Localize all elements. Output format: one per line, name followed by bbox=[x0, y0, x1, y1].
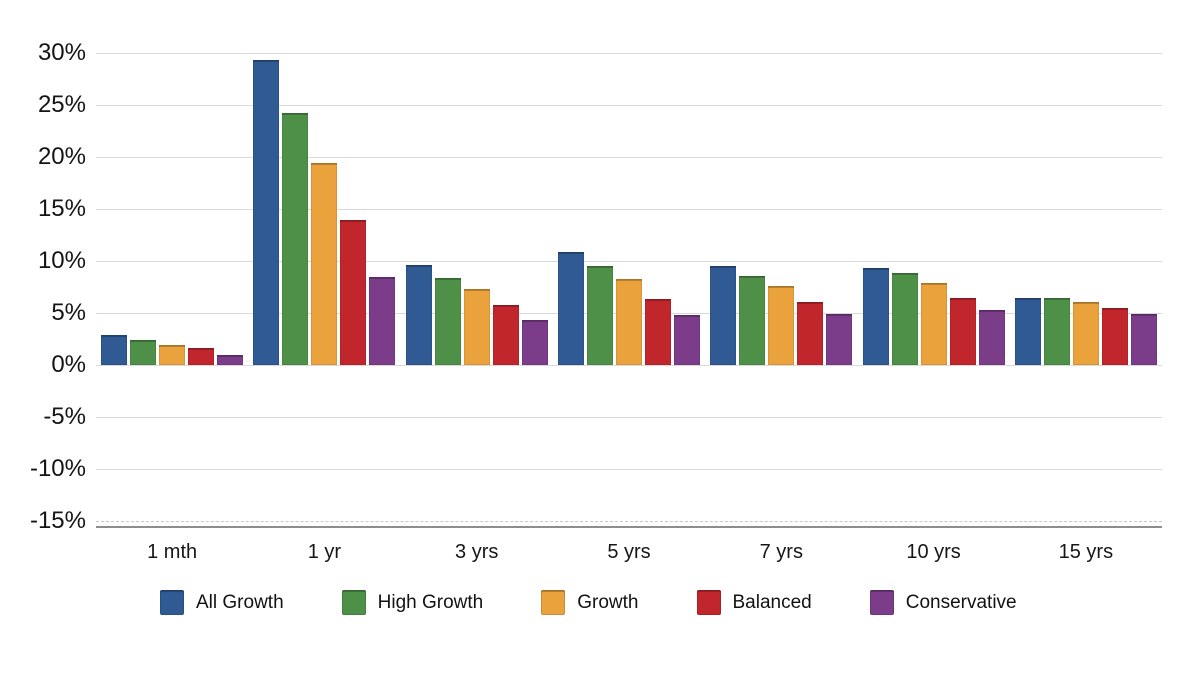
legend-item-growth: Growth bbox=[541, 590, 639, 615]
bar-conservative-5-yrs bbox=[674, 315, 700, 365]
y-tick-label-30: 30% bbox=[37, 39, 86, 66]
bar-high-growth-10-yrs bbox=[891, 273, 918, 365]
y-tick-label-25: 25% bbox=[37, 91, 86, 118]
y-tick-label-10: -10% bbox=[29, 455, 86, 482]
x-axis-line bbox=[96, 526, 1162, 528]
bar-balanced-10-yrs bbox=[949, 298, 976, 365]
bar-growth-1-mth bbox=[159, 345, 186, 365]
gridline-30 bbox=[96, 53, 1162, 54]
bar-growth-10-yrs bbox=[920, 282, 947, 365]
bar-high-growth-7-yrs bbox=[739, 275, 766, 365]
bar-conservative-1-mth bbox=[217, 354, 244, 365]
gridline-10 bbox=[96, 469, 1162, 470]
bar-balanced-1-yr bbox=[340, 220, 367, 365]
y-tick-label-15: -15% bbox=[29, 507, 86, 534]
legend-label-growth: Growth bbox=[577, 591, 639, 613]
gridline-20 bbox=[96, 157, 1162, 158]
bar-conservative-7-yrs bbox=[826, 314, 853, 365]
plot-area bbox=[96, 53, 1162, 528]
y-tick-label-15: 15% bbox=[37, 195, 86, 222]
x-tick-label-15-yrs: 15 yrs bbox=[1058, 541, 1114, 563]
bar-balanced-15-yrs bbox=[1101, 307, 1128, 365]
legend-swatch-conservative bbox=[869, 590, 894, 615]
x-tick-label-5-yrs: 5 yrs bbox=[607, 541, 651, 563]
bar-conservative-10-yrs bbox=[978, 309, 1005, 365]
bar-balanced-3-yrs bbox=[492, 304, 519, 365]
legend-label-balanced: Balanced bbox=[732, 591, 812, 613]
bar-balanced-5-yrs bbox=[645, 299, 671, 365]
legend-item-high-growth: High Growth bbox=[341, 590, 484, 615]
x-tick-label-1-yr: 1 yr bbox=[307, 541, 342, 563]
bar-conservative-15-yrs bbox=[1130, 314, 1157, 365]
y-tick-label-5: 5% bbox=[51, 299, 86, 326]
bar-all-growth-10-yrs bbox=[862, 268, 889, 365]
bar-growth-1-yr bbox=[311, 163, 338, 365]
y-tick-label-20: 20% bbox=[37, 143, 86, 170]
bar-growth-7-yrs bbox=[768, 285, 795, 365]
gridline-0 bbox=[96, 365, 1162, 366]
y-tick-label-5: -5% bbox=[43, 403, 86, 430]
bar-all-growth-1-mth bbox=[101, 334, 128, 365]
gridline-5 bbox=[96, 417, 1162, 418]
legend-item-conservative: Conservative bbox=[869, 590, 1017, 615]
bar-high-growth-15-yrs bbox=[1043, 298, 1070, 365]
gridline-15 bbox=[96, 209, 1162, 210]
bar-high-growth-1-mth bbox=[130, 340, 157, 365]
gridline-10 bbox=[96, 261, 1162, 262]
legend-swatch-growth bbox=[541, 590, 566, 615]
y-tick-label-0: 0% bbox=[51, 351, 86, 378]
y-tick-label-10: 10% bbox=[37, 247, 86, 274]
bar-balanced-7-yrs bbox=[797, 301, 824, 365]
legend-swatch-high-growth bbox=[341, 590, 366, 615]
bar-conservative-3-yrs bbox=[521, 320, 548, 365]
legend-swatch-all-growth bbox=[160, 590, 184, 615]
bar-conservative-1-yr bbox=[369, 276, 396, 365]
bar-high-growth-3-yrs bbox=[434, 277, 461, 365]
legend-swatch-balanced bbox=[696, 590, 721, 615]
legend-item-balanced: Balanced bbox=[696, 590, 812, 615]
gridline-15 bbox=[96, 521, 1162, 522]
legend: All Growth High Growth Growth Balanced Conse… bbox=[160, 590, 1017, 615]
bar-all-growth-5-yrs bbox=[558, 251, 584, 365]
x-tick-label-1-mth: 1 mth bbox=[147, 541, 198, 563]
x-tick-label-3-yrs: 3 yrs bbox=[455, 541, 499, 563]
legend-label-conservative: Conservative bbox=[905, 591, 1017, 613]
x-tick-label-7-yrs: 7 yrs bbox=[759, 541, 803, 563]
x-tick-label-10-yrs: 10 yrs bbox=[906, 541, 961, 563]
legend-item-all-growth: All Growth bbox=[160, 590, 284, 615]
bar-growth-3-yrs bbox=[463, 289, 490, 365]
gridline-25 bbox=[96, 105, 1162, 106]
bar-high-growth-5-yrs bbox=[587, 266, 613, 365]
bar-growth-5-yrs bbox=[616, 278, 642, 365]
legend-label-high-growth: High Growth bbox=[377, 591, 484, 613]
bar-all-growth-7-yrs bbox=[710, 266, 737, 365]
bar-growth-15-yrs bbox=[1072, 301, 1099, 365]
legend-label-all-growth: All Growth bbox=[196, 591, 284, 613]
bar-all-growth-3-yrs bbox=[405, 265, 432, 365]
bar-high-growth-1-yr bbox=[282, 113, 309, 365]
bar-balanced-1-mth bbox=[188, 348, 215, 365]
bar-all-growth-1-yr bbox=[253, 60, 280, 365]
bar-all-growth-15-yrs bbox=[1014, 298, 1041, 365]
